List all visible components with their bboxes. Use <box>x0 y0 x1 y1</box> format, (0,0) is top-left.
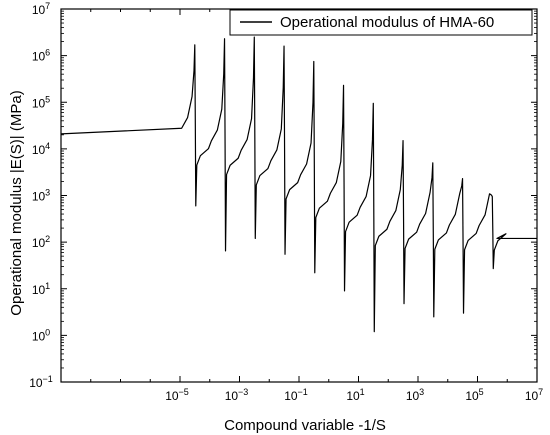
legend-box <box>229 9 533 36</box>
y-tick-label: 100 <box>32 327 50 343</box>
y-tick-label: 104 <box>32 141 50 157</box>
plot-frame <box>60 8 538 383</box>
x-tick-label: 10−3 <box>225 387 249 403</box>
x-tick-label: 101 <box>346 387 364 403</box>
x-tick-label: 105 <box>465 387 483 403</box>
legend-label: Operational modulus of HMA-60 <box>280 14 494 31</box>
y-tick-label: 106 <box>32 48 50 64</box>
y-tick-label: 105 <box>32 94 50 110</box>
x-tick-label: 103 <box>406 387 424 403</box>
y-tick-label: 103 <box>32 188 50 204</box>
x-tick-label: 107 <box>525 387 543 403</box>
y-axis-title: Operational modulus |E(S)| (MPa) <box>8 90 25 315</box>
x-tick-label: 10−1 <box>284 387 308 403</box>
y-tick-label: 10−1 <box>29 374 53 390</box>
y-tick-label: 101 <box>32 281 50 297</box>
legend: Operational modulus of HMA-60 <box>229 9 533 36</box>
x-tick-label: 10−5 <box>165 387 189 403</box>
y-tick-label: 102 <box>32 234 50 250</box>
y-tick-label: 107 <box>32 1 50 17</box>
series-line-hma-60 <box>60 36 537 333</box>
tick-labels: 10−5 10−3 10−1 101 103 105 107 10−1 100 101 102 103… <box>29 1 543 403</box>
x-axis-title: Compound variable -1/S <box>224 417 386 434</box>
